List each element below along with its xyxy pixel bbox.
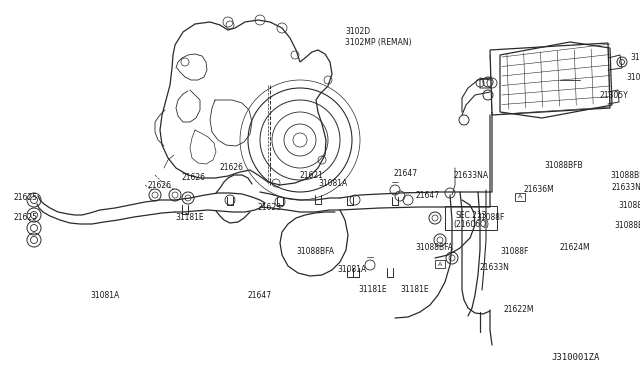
Text: 21633N: 21633N [480,263,510,273]
Text: A: A [518,195,522,199]
Bar [515,193,525,201]
Text: 21626: 21626 [220,164,244,173]
Text: 31088BFA: 31088BFA [415,244,453,253]
Text: 21622M: 21622M [503,305,534,314]
Text: 3102D: 3102D [345,28,370,36]
Text: 3102MP (REMAN): 3102MP (REMAN) [345,38,412,48]
Text: 31081A: 31081A [337,266,366,275]
Text: A: A [438,262,442,266]
Bar [435,260,445,268]
Text: 31088F: 31088F [476,214,504,222]
Text: 21625: 21625 [14,192,38,202]
Text: 21621: 21621 [300,170,324,180]
Text: 21305Y: 21305Y [600,90,628,99]
Text: 31081A: 31081A [90,291,119,299]
Text: 31088BFB: 31088BFB [618,201,640,209]
Text: 21647: 21647 [248,291,272,299]
Text: SEC.213: SEC.213 [455,211,487,219]
Text: 31181E: 31181E [400,285,429,295]
Text: 21633NA: 21633NA [454,170,489,180]
Text: 21625: 21625 [14,214,38,222]
Text: J310001ZA: J310001ZA [552,353,600,362]
Text: 31088F: 31088F [500,247,529,257]
Text: 21626: 21626 [182,173,206,183]
Text: 31088A: 31088A [630,52,640,61]
Text: 31088BFB: 31088BFB [544,160,582,170]
Text: 21624M: 21624M [560,244,591,253]
Text: 31088BFA: 31088BFA [296,247,334,257]
Text: 31088A: 31088A [626,74,640,83]
Text: 21623: 21623 [258,203,282,212]
Text: 31181E: 31181E [175,214,204,222]
Text: 31081A: 31081A [318,179,348,187]
Text: 21626: 21626 [148,180,172,189]
Text: 21647: 21647 [393,170,417,179]
Text: 31088BFB: 31088BFB [610,170,640,180]
Text: (21606Q): (21606Q) [453,219,489,228]
Text: 21636M: 21636M [524,186,555,195]
Text: 21633NB: 21633NB [612,183,640,192]
Text: 21647: 21647 [415,190,439,199]
Text: 31181E: 31181E [358,285,387,295]
Text: 31088BFB: 31088BFB [614,221,640,230]
